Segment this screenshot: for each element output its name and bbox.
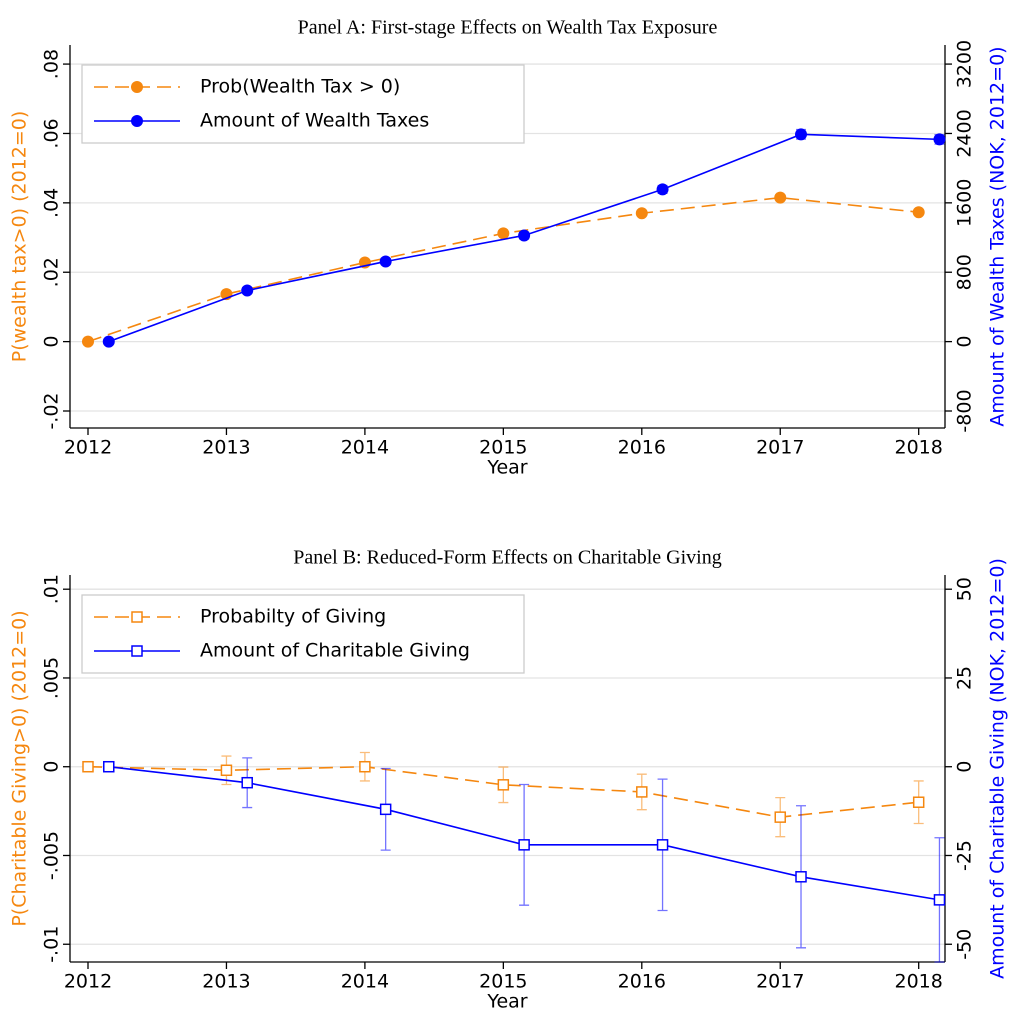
chart-title: Panel A: First-stage Effects on Wealth T… — [298, 17, 718, 39]
y2-tick-label: 2400 — [954, 109, 976, 157]
y-tick-label: 0 — [41, 336, 63, 348]
legend-marker — [131, 115, 143, 127]
point — [379, 803, 392, 816]
y-tick-label: .005 — [41, 657, 63, 699]
x-tick-label: 2018 — [895, 437, 943, 459]
y2-tick-label: 800 — [954, 254, 976, 290]
point — [774, 811, 786, 823]
legend-label: Prob(Wealth Tax > 0) — [200, 76, 400, 98]
point — [933, 133, 946, 146]
y-tick-label: -.01 — [41, 926, 63, 963]
point — [497, 779, 510, 791]
legend-label: Amount of Wealth Taxes — [200, 110, 429, 132]
point — [497, 227, 510, 240]
point — [241, 776, 253, 789]
point — [82, 760, 94, 773]
y2-tick-label: -25 — [954, 840, 976, 871]
legend-label: Amount of Charitable Giving — [200, 640, 470, 662]
legend-label: Probabilty of Giving — [200, 606, 386, 628]
y-tick-label: .08 — [41, 49, 63, 79]
legend-marker — [131, 81, 143, 93]
y2-tick-label: 3200 — [954, 40, 976, 88]
x-tick-label: 2015 — [479, 971, 527, 993]
y2-tick-label: -50 — [954, 929, 976, 960]
point — [518, 229, 531, 242]
point — [912, 206, 925, 219]
y2-tick-label: -800 — [954, 389, 976, 432]
legend-box — [81, 64, 525, 144]
point — [220, 764, 233, 777]
x-tick-label: 2012 — [64, 437, 112, 459]
x-tick-label: 2018 — [895, 971, 943, 993]
x-axis-label: Year — [486, 991, 527, 1013]
x-tick-label: 2015 — [479, 437, 527, 459]
y-tick-label: -.02 — [41, 392, 63, 429]
point — [933, 894, 946, 906]
y2-tick-label: 0 — [954, 761, 976, 773]
y-axis-label: P(Charitable Giving>0) (2012=0) — [9, 610, 31, 926]
y-tick-label: .01 — [41, 574, 63, 604]
x-tick-label: 2014 — [341, 971, 389, 993]
y-tick-label: -.005 — [41, 831, 63, 880]
y2-axis-label: Amount of Charitable Giving (NOK, 2012=0… — [987, 558, 1009, 979]
series-line — [87, 196, 919, 343]
x-tick-label: 2012 — [64, 971, 112, 993]
y2-tick-label: 25 — [954, 666, 976, 690]
point — [774, 191, 787, 204]
x-tick-label: 2013 — [202, 971, 250, 993]
y2-tick-label: 0 — [954, 336, 976, 348]
legend-marker — [131, 645, 143, 657]
point — [636, 786, 648, 798]
y2-tick-label: 50 — [954, 577, 976, 601]
legend-marker — [131, 611, 143, 623]
point — [795, 871, 807, 883]
point — [379, 255, 392, 268]
x-tick-label: 2016 — [618, 971, 666, 993]
y2-axis-label: Amount of Wealth Taxes (NOK, 2012=0) — [987, 46, 1009, 426]
point — [656, 839, 669, 851]
y-tick-label: .04 — [41, 188, 63, 218]
legend-box — [81, 594, 525, 674]
x-tick-label: 2017 — [756, 971, 804, 993]
point — [518, 839, 530, 851]
x-tick-label: 2013 — [202, 437, 250, 459]
y-tick-label: .06 — [41, 118, 63, 148]
y2-tick-label: 1600 — [954, 179, 976, 227]
point — [359, 760, 371, 773]
y-tick-label: .02 — [41, 257, 63, 287]
chart-title: Panel B: Reduced-Form Effects on Charita… — [293, 547, 721, 569]
point — [241, 284, 254, 297]
x-axis-label: Year — [486, 457, 527, 479]
point — [102, 335, 115, 348]
point — [635, 207, 648, 220]
point — [656, 183, 669, 196]
point — [795, 128, 808, 141]
point — [81, 335, 94, 348]
y-axis-label: P(wealth tax>0) (2012=0) — [9, 111, 31, 363]
point — [912, 796, 925, 808]
x-tick-label: 2017 — [756, 437, 804, 459]
y-tick-label: 0 — [41, 761, 63, 773]
x-tick-label: 2014 — [341, 437, 389, 459]
x-tick-label: 2016 — [618, 437, 666, 459]
point — [103, 760, 115, 773]
